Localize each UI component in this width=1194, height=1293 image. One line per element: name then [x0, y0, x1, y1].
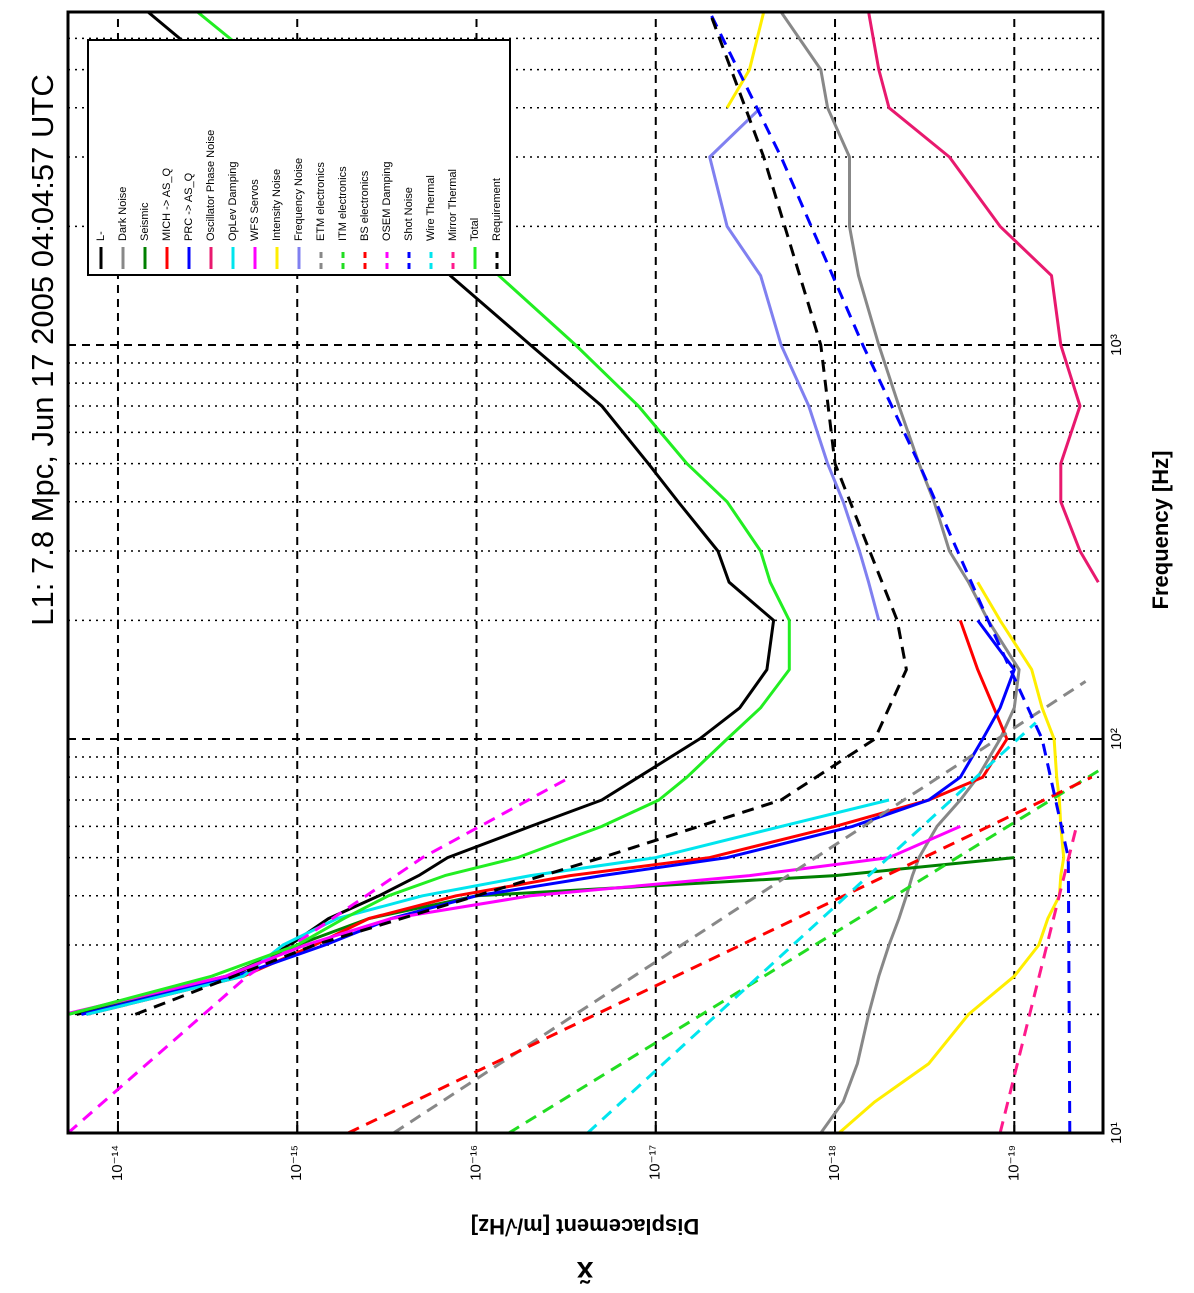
legend-label: Total — [469, 218, 481, 241]
legend-label: L- — [95, 231, 107, 241]
series-line — [708, 106, 881, 621]
legend-label: MICH -> AS_Q — [161, 168, 173, 241]
x-tick-label: 10² — [1108, 728, 1125, 750]
chart-title: L1: 7.8 Mpc, Jun 17 2005 04:04:57 UTC — [25, 74, 60, 625]
legend-label: Shot Noise — [403, 187, 415, 241]
y-tick-label: 10⁻¹⁶ — [467, 1145, 484, 1181]
quantity-symbol: x̃ — [576, 1255, 593, 1288]
series-line — [68, 775, 571, 1133]
rotated-chart: L1: 7.8 Mpc, Jun 17 2005 04:04:57 UTC Fr… — [25, 10, 1173, 1288]
x-tick-label: 10¹ — [1108, 1122, 1125, 1144]
series-line — [68, 825, 961, 1016]
legend-label: Oscillator Phase Noise — [205, 130, 217, 241]
legend-label: Requirement — [491, 178, 503, 241]
legend-label: Seismic — [139, 202, 151, 241]
legend-label: Mirror Thermal — [447, 169, 459, 241]
legend-label: Frequency Noise — [293, 158, 305, 241]
series-line — [867, 12, 1100, 583]
y-tick-label: 10⁻¹⁵ — [288, 1145, 305, 1181]
series-line — [347, 775, 1093, 1133]
legend-label: OSEM Damping — [381, 162, 393, 241]
series-line — [708, 12, 1072, 1133]
y-axis-label: Displacement [m/√Hz] — [471, 1214, 699, 1239]
series-line — [392, 680, 1087, 1133]
legend-label: ETM electronics — [315, 162, 327, 241]
series-line — [998, 826, 1078, 1133]
series-line — [508, 769, 1100, 1133]
y-tick-label: 10⁻¹⁸ — [826, 1145, 843, 1181]
legend-label: WFS Servos — [249, 179, 261, 241]
series-line — [586, 721, 1037, 1133]
series-line — [134, 12, 908, 1016]
legend-label: Dark Noise — [117, 187, 129, 241]
y-tick-label: 10⁻¹⁹ — [1005, 1145, 1022, 1181]
legend: L- Dark Noise Seismic MICH -> AS_Q PRC -> AS… — [87, 39, 511, 276]
legend-label: OpLev Damping — [227, 162, 239, 242]
x-axis-label: Frequency [Hz] — [1148, 451, 1173, 610]
legend-label: Intensity Noise — [271, 169, 283, 241]
legend-label: ITM electronics — [337, 166, 349, 241]
y-tick-label: 10⁻¹⁴ — [109, 1145, 126, 1181]
plot-frame — [66, 10, 1105, 1135]
series-line — [86, 798, 890, 1016]
series-line — [779, 12, 1021, 1133]
series-line — [86, 619, 1009, 1016]
series-line — [81, 619, 1016, 1016]
legend-box — [87, 39, 511, 276]
legend-label: BS electronics — [359, 170, 371, 241]
series-line — [725, 12, 1066, 1133]
legend-label: Wire Thermal — [425, 175, 437, 241]
y-tick-label: 10⁻¹⁷ — [647, 1145, 664, 1180]
legend-label: PRC -> AS_Q — [183, 172, 195, 241]
x-tick-label: 10³ — [1108, 334, 1125, 356]
